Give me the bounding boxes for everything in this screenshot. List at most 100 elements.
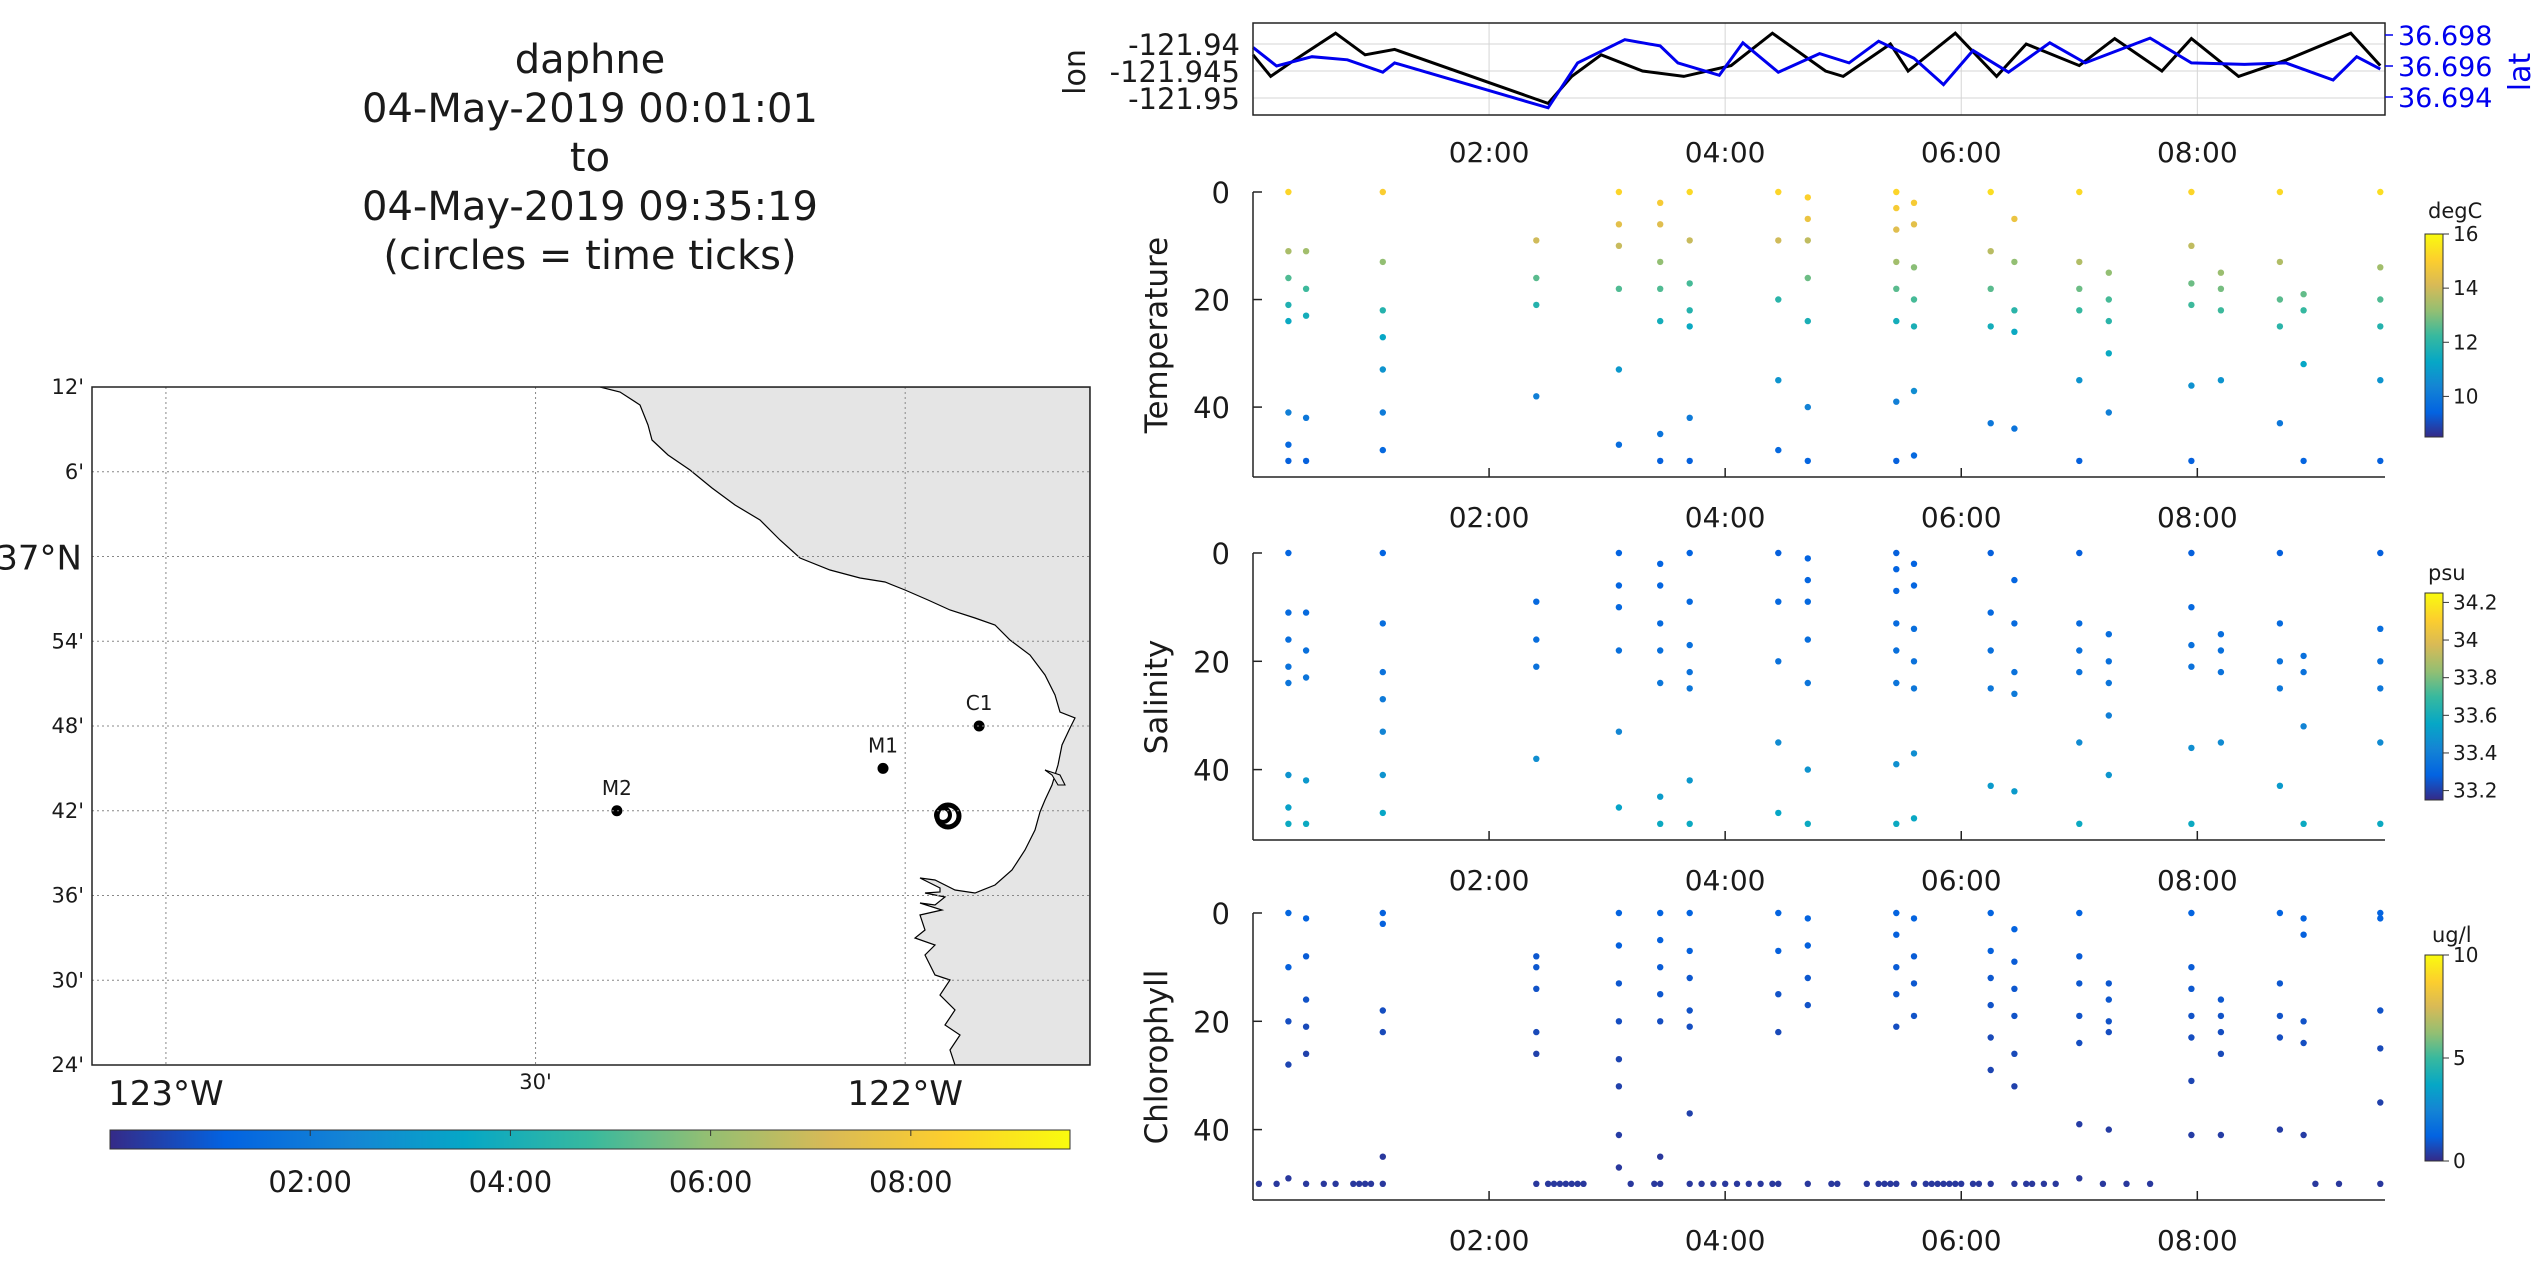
data-point [2146, 1180, 2154, 1188]
data-point [1533, 953, 1540, 960]
data-point [1686, 237, 1693, 244]
colorbar-tick-label: 14 [2453, 276, 2478, 300]
data-point [1922, 1180, 1930, 1188]
data-point [1657, 258, 1664, 266]
data-point [1302, 820, 1310, 827]
data-point [2188, 1034, 2195, 1041]
data-point [1893, 761, 1900, 768]
data-point [2276, 549, 2284, 557]
data-point [1987, 909, 1994, 917]
data-point [1910, 582, 1918, 589]
data-point [1910, 658, 1918, 665]
data-point [1804, 576, 1812, 584]
data-point [1255, 1180, 1263, 1188]
colorbar-tick-label: 16 [2453, 222, 2478, 246]
lat-axis-label: lat [2503, 53, 2538, 92]
data-point [1775, 947, 1782, 955]
data-point [1615, 221, 1623, 228]
data-point [1379, 909, 1387, 917]
data-point [1775, 296, 1782, 303]
data-point [2076, 258, 2083, 266]
data-point [1804, 1180, 1812, 1188]
data-point [1733, 1180, 1741, 1188]
lon-axis-label: lon [1058, 49, 1093, 95]
lat-series-line [1252, 36, 2381, 110]
data-point [2188, 985, 2195, 992]
data-point [1804, 679, 1812, 687]
data-point [2188, 1077, 2195, 1085]
data-point [2011, 215, 2018, 223]
data-point [2188, 909, 2195, 917]
data-point [2105, 269, 2112, 276]
data-point [1893, 909, 1900, 917]
data-point [2105, 1018, 2112, 1025]
data-point [2076, 953, 2083, 960]
data-point [1893, 587, 1900, 595]
data-point [1533, 964, 1540, 971]
data-point [1533, 663, 1540, 670]
data-point [1893, 285, 1900, 292]
data-point [1285, 609, 1292, 616]
salinity-panel: 0 20 40 02:00 04:00 06:00 08:00 Salinity psu 3… [1139, 537, 2498, 897]
colorbar-tick-label: 12 [2453, 330, 2478, 354]
data-point [1332, 1180, 1339, 1188]
data-point [2377, 323, 2384, 330]
data-point [2300, 668, 2307, 676]
data-point [2076, 188, 2083, 196]
data-point [1893, 398, 1900, 405]
map-stations: M2 M1 C1 [602, 691, 992, 817]
data-point [1285, 248, 1292, 255]
map-lat-tick-label: 48' [52, 714, 85, 738]
data-point [1302, 1023, 1310, 1030]
salinity-colorbar-ticks: 34.2 34 33.8 33.6 33.4 33.2 [2443, 590, 2498, 803]
data-point [2076, 820, 2083, 827]
data-point [1863, 1180, 1871, 1188]
data-point [1657, 679, 1664, 687]
lon-tick-label: -121.94 [1128, 28, 1240, 62]
data-point [1568, 1180, 1575, 1188]
data-point [2276, 1126, 2284, 1133]
data-point [1881, 1180, 1888, 1188]
data-point [2276, 782, 2284, 789]
data-point [1302, 248, 1310, 255]
data-point [2052, 1180, 2059, 1188]
data-point [1615, 441, 1623, 448]
data-point [1302, 312, 1310, 319]
depth-tick-label: 20 [1193, 645, 1230, 679]
depth-tick-label: 20 [1193, 284, 1230, 318]
data-point [1533, 636, 1540, 643]
data-point [1893, 991, 1900, 998]
lat-tick-label: 36.698 [2398, 21, 2492, 52]
data-point [2188, 188, 2195, 196]
map-lat-ticks: 12' 6' 37°N 54' 48' 42' 36' 30' 24' [0, 375, 84, 1077]
data-point [1285, 317, 1292, 325]
map-lon-tick-label: 30' [519, 1070, 552, 1094]
depth-tick-label: 40 [1193, 754, 1230, 788]
depth-tick-label: 0 [1212, 176, 1230, 210]
time-colorbar-tick-label: 02:00 [268, 1165, 352, 1199]
data-point [1987, 685, 1994, 692]
data-point [2377, 1045, 2384, 1052]
data-point [2011, 958, 2018, 965]
data-point [1379, 188, 1387, 196]
data-point [1302, 1180, 1310, 1188]
data-point [1285, 301, 1292, 309]
data-point [2105, 771, 2112, 779]
chlorophyll-axis-label: Chlorophyll [1139, 970, 1175, 1145]
data-point [1562, 1180, 1570, 1188]
salinity-colorbar [2424, 592, 2444, 801]
data-point [2276, 909, 2284, 917]
data-point [1775, 446, 1782, 454]
data-point [1379, 446, 1387, 454]
colorbar-tick-label: 34 [2453, 628, 2478, 652]
data-point [1350, 1180, 1357, 1188]
data-point [1893, 931, 1900, 938]
data-point [1686, 1110, 1693, 1117]
data-point [1775, 377, 1782, 384]
data-point [2276, 420, 2284, 427]
data-point [2188, 604, 2195, 611]
data-point [1379, 1180, 1387, 1188]
temperature-colorbar [2424, 233, 2444, 438]
data-point [1698, 1180, 1705, 1188]
data-point [1775, 991, 1782, 998]
